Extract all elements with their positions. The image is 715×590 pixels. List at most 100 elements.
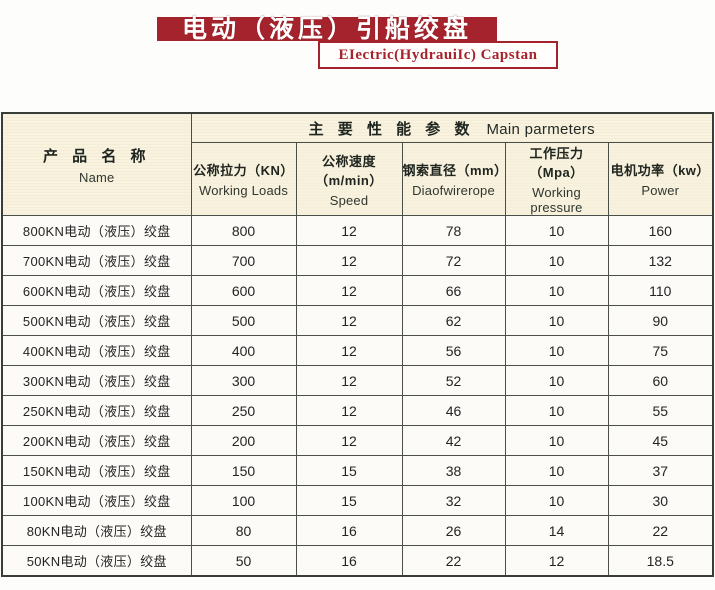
table-row: 600KN电动（液压）绞盘 600 12 66 10 110 bbox=[1, 275, 714, 306]
value-cell: 15 bbox=[295, 455, 403, 486]
value-cell: 16 bbox=[295, 515, 403, 546]
table-row: 300KN电动（液压）绞盘 300 12 52 10 60 bbox=[1, 365, 714, 396]
table-body: 800KN电动（液压）绞盘 800 12 78 10 160 700KN电动（液压）绞盘 70… bbox=[1, 215, 714, 577]
value-cell: 55 bbox=[607, 395, 714, 426]
value-cell: 30 bbox=[607, 485, 714, 516]
main-parameters-header: 主 要 性 能 参 数 Main parmeters bbox=[190, 112, 714, 143]
title-banner: 电动（液压）引船绞盘 bbox=[157, 15, 497, 43]
value-cell: 50 bbox=[190, 545, 297, 577]
value-cell: 800 bbox=[190, 215, 297, 246]
product-name-cell: 400KN电动（液压）绞盘 bbox=[1, 335, 192, 366]
value-cell: 12 bbox=[295, 305, 403, 336]
value-cell: 10 bbox=[504, 455, 609, 486]
column-header-product-name: 产 品 名 称 Name bbox=[1, 112, 192, 216]
value-cell: 300 bbox=[190, 365, 297, 396]
product-name-cell: 200KN电动（液压）绞盘 bbox=[1, 425, 192, 456]
value-cell: 37 bbox=[607, 455, 714, 486]
sub-header-row: 公称拉力（KN） Working Loads 公称速度（m/min） Speed 钢索直… bbox=[2, 142, 714, 216]
value-cell: 10 bbox=[504, 275, 609, 306]
column-header-0: 公称拉力（KN） Working Loads bbox=[190, 142, 297, 216]
value-cell: 700 bbox=[190, 245, 297, 276]
value-cell: 12 bbox=[295, 425, 403, 456]
value-cell: 90 bbox=[607, 305, 714, 336]
value-cell: 46 bbox=[401, 395, 506, 426]
value-cell: 45 bbox=[607, 425, 714, 456]
value-cell: 62 bbox=[401, 305, 506, 336]
spec-table: 产 品 名 称 Name 主 要 性 能 参 数 Main parmeters 公… bbox=[1, 112, 715, 577]
product-name-cell: 800KN电动（液压）绞盘 bbox=[1, 215, 192, 246]
value-cell: 56 bbox=[401, 335, 506, 366]
page-title-en: EIectric(HydrauiIc) Capstan bbox=[338, 46, 538, 63]
product-name-cell: 500KN电动（液压）绞盘 bbox=[1, 305, 192, 336]
value-cell: 500 bbox=[190, 305, 297, 336]
value-cell: 132 bbox=[607, 245, 714, 276]
value-cell: 10 bbox=[504, 425, 609, 456]
product-name-cell: 100KN电动（液压）绞盘 bbox=[1, 485, 192, 516]
product-name-cell: 250KN电动（液压）绞盘 bbox=[1, 395, 192, 426]
subtitle-box: EIectric(HydrauiIc) Capstan bbox=[318, 41, 558, 69]
value-cell: 22 bbox=[401, 545, 506, 577]
table-row: 200KN电动（液压）绞盘 200 12 42 10 45 bbox=[1, 425, 714, 456]
value-cell: 80 bbox=[190, 515, 297, 546]
product-name-cell: 50KN电动（液压）绞盘 bbox=[1, 545, 192, 577]
product-name-cell: 700KN电动（液压）绞盘 bbox=[1, 245, 192, 276]
value-cell: 10 bbox=[504, 245, 609, 276]
table-row: 500KN电动（液压）绞盘 500 12 62 10 90 bbox=[1, 305, 714, 336]
column-header-2: 钢索直径（mm） Diaofwirerope bbox=[401, 142, 507, 216]
column-header-1: 公称速度（m/min） Speed bbox=[295, 142, 403, 216]
value-cell: 10 bbox=[504, 365, 609, 396]
value-cell: 12 bbox=[504, 545, 609, 577]
table-row: 250KN电动（液压）绞盘 250 12 46 10 55 bbox=[1, 395, 714, 426]
value-cell: 52 bbox=[401, 365, 506, 396]
main-parameters-header-zh: 主 要 性 能 参 数 bbox=[308, 120, 475, 138]
value-cell: 12 bbox=[295, 365, 403, 396]
value-cell: 42 bbox=[401, 425, 506, 456]
value-cell: 26 bbox=[401, 515, 506, 546]
product-name-cell: 80KN电动（液压）绞盘 bbox=[1, 515, 192, 546]
value-cell: 400 bbox=[190, 335, 297, 366]
table-row: 800KN电动（液压）绞盘 800 12 78 10 160 bbox=[1, 215, 714, 246]
product-name-cell: 150KN电动（液压）绞盘 bbox=[1, 455, 192, 486]
value-cell: 60 bbox=[607, 365, 714, 396]
value-cell: 66 bbox=[401, 275, 506, 306]
value-cell: 200 bbox=[190, 425, 297, 456]
table-row: 50KN电动（液压）绞盘 50 16 22 12 18.5 bbox=[1, 545, 714, 577]
value-cell: 110 bbox=[607, 275, 714, 306]
value-cell: 15 bbox=[295, 485, 403, 516]
value-cell: 38 bbox=[401, 455, 506, 486]
value-cell: 10 bbox=[504, 215, 609, 246]
product-name-cell: 600KN电动（液压）绞盘 bbox=[1, 275, 192, 306]
column-header-3: 工作压力（Mpa） Working pressure bbox=[504, 142, 609, 216]
value-cell: 250 bbox=[190, 395, 297, 426]
product-name-cell: 300KN电动（液压）绞盘 bbox=[1, 365, 192, 396]
value-cell: 78 bbox=[401, 215, 506, 246]
value-cell: 75 bbox=[607, 335, 714, 366]
product-name-header-zh: 产 品 名 称 bbox=[42, 147, 151, 165]
table-row: 700KN电动（液压）绞盘 700 12 72 10 132 bbox=[1, 245, 714, 276]
value-cell: 32 bbox=[401, 485, 506, 516]
value-cell: 10 bbox=[504, 335, 609, 366]
value-cell: 14 bbox=[504, 515, 609, 546]
value-cell: 100 bbox=[190, 485, 297, 516]
column-header-4: 电机功率（kw） Power bbox=[607, 142, 714, 216]
value-cell: 10 bbox=[504, 395, 609, 426]
value-cell: 22 bbox=[607, 515, 714, 546]
value-cell: 12 bbox=[295, 215, 403, 246]
table-row: 100KN电动（液压）绞盘 100 15 32 10 30 bbox=[1, 485, 714, 516]
value-cell: 150 bbox=[190, 455, 297, 486]
table-row: 80KN电动（液压）绞盘 80 16 26 14 22 bbox=[1, 515, 714, 546]
table-header: 产 品 名 称 Name 主 要 性 能 参 数 Main parmeters 公… bbox=[1, 112, 714, 216]
main-parameters-header-en: Main parmeters bbox=[486, 120, 595, 138]
value-cell: 10 bbox=[504, 485, 609, 516]
value-cell: 12 bbox=[295, 275, 403, 306]
value-cell: 12 bbox=[295, 395, 403, 426]
value-cell: 12 bbox=[295, 335, 403, 366]
table-row: 400KN电动（液压）绞盘 400 12 56 10 75 bbox=[1, 335, 714, 366]
value-cell: 18.5 bbox=[607, 545, 714, 577]
page-title-zh: 电动（液压）引船绞盘 bbox=[181, 15, 472, 43]
value-cell: 72 bbox=[401, 245, 506, 276]
value-cell: 600 bbox=[190, 275, 297, 306]
product-name-header-en: Name bbox=[79, 169, 115, 185]
value-cell: 160 bbox=[607, 215, 714, 246]
